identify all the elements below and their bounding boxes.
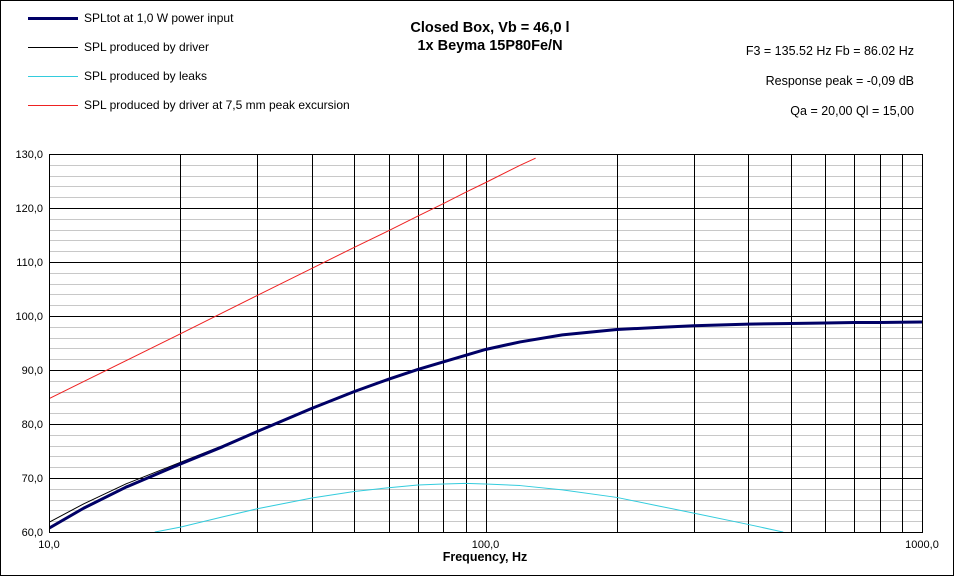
legend-swatch-excursion xyxy=(28,104,78,106)
series-line-leaks xyxy=(154,482,784,532)
plot-border xyxy=(49,154,923,533)
chart-title: Closed Box, Vb = 46,0 l xyxy=(410,20,570,36)
y-tick-label: 70,0 xyxy=(22,473,43,485)
legend-label-spltot: SPLtot at 1,0 W power input xyxy=(84,11,234,25)
legend-label-leaks: SPL produced by leaks xyxy=(84,69,207,83)
series-line-excursion xyxy=(49,157,536,400)
legend-entry-excursion: SPL produced by driver at 7,5 mm peak ex… xyxy=(28,98,350,112)
x-tick-label: 1000,0 xyxy=(905,539,939,551)
info-response-peak: Response peak = -0,09 dB xyxy=(765,74,914,88)
x-axis-title: Frequency, Hz xyxy=(442,550,528,564)
y-tick-label: 90,0 xyxy=(22,365,43,377)
y-tick-label: 100,0 xyxy=(15,311,43,323)
legend-label-driver: SPL produced by driver xyxy=(84,40,209,54)
info-qa-ql: Qa = 20,00 Ql = 15,00 xyxy=(790,104,914,118)
y-tick-label: 130,0 xyxy=(15,149,43,161)
x-tick-label: 10,0 xyxy=(38,539,59,551)
legend-swatch-leaks xyxy=(28,75,78,77)
info-f3-fb: F3 = 135.52 Hz Fb = 86.02 Hz xyxy=(745,44,914,58)
legend-label-excursion: SPL produced by driver at 7,5 mm peak ex… xyxy=(84,98,350,112)
legend-swatch-driver xyxy=(28,46,78,48)
legend-swatch-spltot xyxy=(28,16,78,20)
series-line-spltot xyxy=(49,320,922,530)
y-tick-label: 120,0 xyxy=(15,203,43,215)
x-tick-label: 100,0 xyxy=(472,539,500,551)
y-tick-label: 80,0 xyxy=(22,419,43,431)
chart-subtitle: 1x Beyma 15P80Fe/N xyxy=(417,38,563,54)
legend-entry-leaks: SPL produced by leaks xyxy=(28,69,207,83)
y-tick-label: 60,0 xyxy=(22,527,43,539)
legend-entry-spltot: SPLtot at 1,0 W power input xyxy=(28,11,233,25)
legend-entry-driver: SPL produced by driver xyxy=(28,40,209,54)
y-tick-label: 110,0 xyxy=(16,257,43,269)
